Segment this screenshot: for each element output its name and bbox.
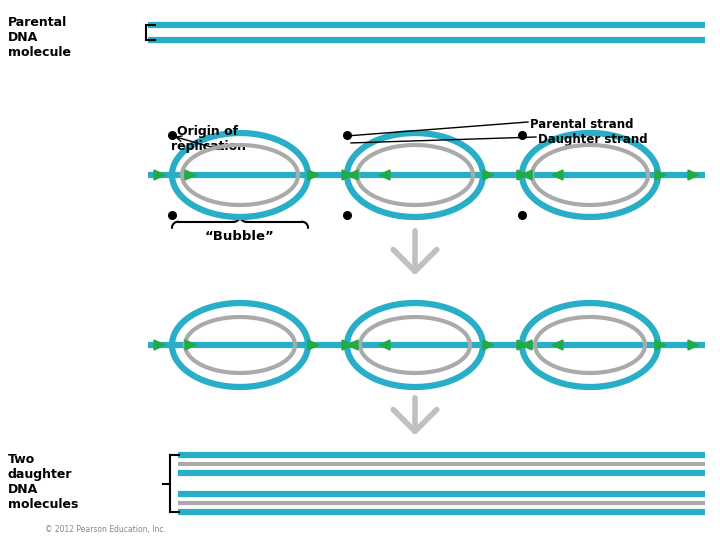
Polygon shape: [379, 340, 390, 350]
Polygon shape: [655, 340, 666, 350]
Text: Daughter strand: Daughter strand: [538, 133, 647, 146]
Polygon shape: [154, 340, 165, 350]
Text: Parental
DNA
molecule: Parental DNA molecule: [8, 16, 71, 59]
Polygon shape: [185, 340, 196, 350]
Polygon shape: [342, 170, 353, 180]
Polygon shape: [379, 170, 390, 180]
Polygon shape: [521, 340, 532, 350]
Text: Origin of
replication: Origin of replication: [171, 125, 246, 153]
Polygon shape: [688, 170, 699, 180]
Polygon shape: [308, 170, 319, 180]
Polygon shape: [342, 340, 353, 350]
Polygon shape: [483, 340, 494, 350]
Polygon shape: [185, 170, 196, 180]
Polygon shape: [552, 340, 563, 350]
Polygon shape: [521, 170, 532, 180]
Polygon shape: [154, 170, 165, 180]
Polygon shape: [517, 340, 528, 350]
Polygon shape: [308, 340, 319, 350]
Polygon shape: [552, 170, 563, 180]
Text: Parental strand: Parental strand: [530, 118, 634, 131]
Text: “Bubble”: “Bubble”: [205, 230, 275, 243]
Text: © 2012 Pearson Education, Inc.: © 2012 Pearson Education, Inc.: [45, 525, 166, 534]
Polygon shape: [688, 340, 699, 350]
Polygon shape: [655, 170, 666, 180]
Polygon shape: [347, 170, 358, 180]
Polygon shape: [517, 170, 528, 180]
Polygon shape: [483, 170, 494, 180]
Text: Two
daughter
DNA
molecules: Two daughter DNA molecules: [8, 453, 78, 511]
Polygon shape: [347, 340, 358, 350]
